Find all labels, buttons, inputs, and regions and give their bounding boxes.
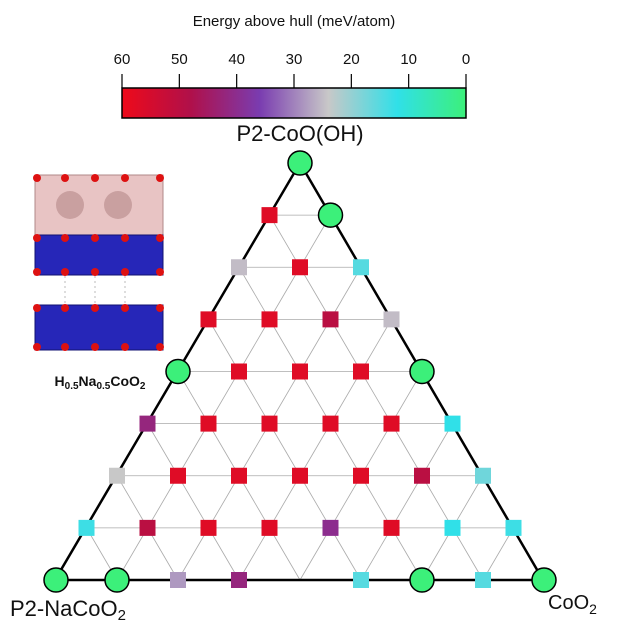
- structure-image: [33, 174, 164, 351]
- unstable-point: [445, 520, 461, 536]
- structure-label: H0.5Na0.5CoO2: [55, 373, 146, 392]
- chart: Energy above hull (meV/atom) H0.5Na0.5Co…: [0, 0, 618, 625]
- unstable-point: [79, 520, 95, 536]
- stable-point: [532, 568, 556, 592]
- unstable-point: [506, 520, 522, 536]
- colorbar-title: Energy above hull (meV/atom): [193, 13, 396, 30]
- unstable-point: [353, 572, 369, 588]
- formula-sub: 0.5: [96, 381, 110, 392]
- unstable-point: [292, 468, 308, 484]
- colorbar-tick-label: 30: [286, 51, 303, 68]
- formula-part: Na: [79, 373, 97, 389]
- formula-part: CoO: [110, 373, 140, 389]
- unstable-point: [170, 572, 186, 588]
- stable-point: [105, 568, 129, 592]
- unstable-point: [323, 520, 339, 536]
- stable-point: [288, 151, 312, 175]
- unstable-point: [140, 416, 156, 432]
- unstable-point: [323, 311, 339, 327]
- unstable-point: [384, 311, 400, 327]
- stable-point: [166, 360, 190, 384]
- stable-point: [410, 568, 434, 592]
- unstable-point: [201, 311, 217, 327]
- unstable-point: [262, 207, 278, 223]
- unstable-point: [384, 520, 400, 536]
- colorbar-tick-label: 50: [171, 51, 188, 68]
- unstable-point: [475, 468, 491, 484]
- unstable-point: [353, 364, 369, 380]
- formula-sub: 2: [140, 381, 146, 392]
- vertex-label-top: P2-CoO(OH): [236, 121, 363, 146]
- unstable-point: [414, 468, 430, 484]
- unstable-point: [170, 468, 186, 484]
- stable-point: [319, 203, 343, 227]
- unstable-point: [262, 311, 278, 327]
- unstable-point: [292, 364, 308, 380]
- unstable-point: [475, 572, 491, 588]
- vertex-label-left: P2-NaCoO2: [10, 596, 126, 624]
- unstable-point: [353, 259, 369, 275]
- unstable-point: [201, 416, 217, 432]
- label-sub: 2: [118, 607, 126, 624]
- unstable-point: [231, 259, 247, 275]
- formula-part: H: [55, 373, 65, 389]
- label-part: P2-NaCoO: [10, 596, 118, 621]
- colorbar-tick-label: 10: [400, 51, 417, 68]
- unstable-point: [201, 520, 217, 536]
- unstable-point: [262, 520, 278, 536]
- colorbar-tick-label: 40: [228, 51, 245, 68]
- label-sub: 2: [589, 601, 597, 617]
- colorbar-tick-label: 0: [462, 51, 470, 68]
- label-part: P2-CoO(OH): [236, 121, 363, 146]
- unstable-point: [353, 468, 369, 484]
- stable-point: [44, 568, 68, 592]
- unstable-point: [445, 416, 461, 432]
- unstable-point: [384, 416, 400, 432]
- colorbar: [122, 88, 466, 118]
- colorbar-tick-label: 60: [114, 51, 131, 68]
- formula-sub: 0.5: [65, 381, 79, 392]
- unstable-point: [109, 468, 125, 484]
- unstable-point: [231, 468, 247, 484]
- unstable-point: [292, 259, 308, 275]
- unstable-point: [231, 572, 247, 588]
- unstable-point: [231, 364, 247, 380]
- stable-point: [410, 360, 434, 384]
- unstable-point: [140, 520, 156, 536]
- unstable-point: [262, 416, 278, 432]
- unstable-point: [323, 416, 339, 432]
- colorbar-tick-label: 20: [343, 51, 360, 68]
- label-part: CoO: [548, 592, 589, 614]
- vertex-label-right: CoO2: [548, 592, 597, 616]
